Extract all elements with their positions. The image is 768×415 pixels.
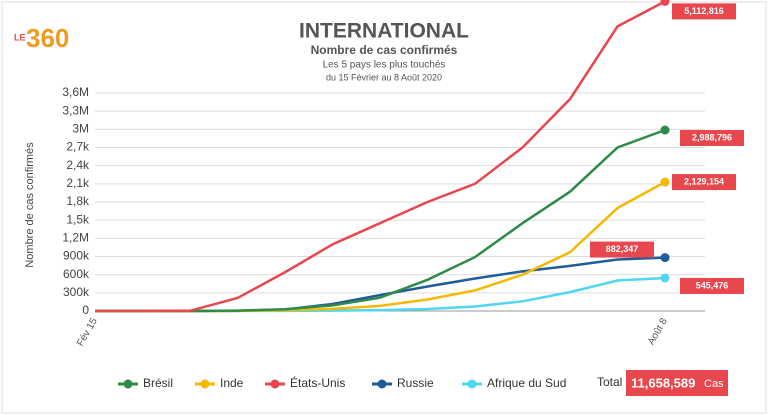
y-tick-label: 2,7k: [66, 140, 90, 154]
chart-title: INTERNATIONAL: [299, 20, 469, 43]
value-label: 2,129,154: [684, 176, 724, 186]
y-tick-label: 2,1k: [66, 176, 90, 190]
legend-label: Afrique du Sud: [487, 376, 566, 390]
line: [94, 0, 666, 313]
y-tick-label: 1,5k: [66, 212, 90, 226]
subtitle: Nombre de cas confirmés: [311, 43, 458, 57]
logo-prefix: LE: [14, 32, 26, 42]
value-label: 545,476: [696, 280, 729, 290]
end-point: [660, 253, 670, 263]
y-tick-label: 900k: [63, 249, 90, 263]
y-tick-label: 3,3M: [62, 103, 89, 117]
value-label: 5,112,816: [684, 6, 724, 16]
legend-marker: [377, 379, 387, 389]
value-label-box: [590, 241, 654, 258]
value-label-box: [672, 3, 736, 20]
y-tick-label: 0: [82, 303, 89, 317]
end-point: [660, 177, 670, 187]
legend-label: États-Unis: [290, 375, 345, 390]
value-label: 882,347: [606, 244, 639, 254]
legend-marker: [200, 379, 210, 389]
legend-label: Russie: [397, 376, 434, 390]
end-point: [660, 125, 670, 135]
value-label: 2,988,796: [692, 132, 732, 142]
value-label-box: [680, 130, 744, 147]
y-tick-label: 1,2M: [62, 231, 89, 245]
y-tick-label: 1,8k: [66, 194, 90, 208]
total-value: 11,658,589: [631, 375, 695, 390]
total-label: Total: [597, 375, 622, 389]
logo: 360: [26, 23, 69, 53]
total-badge: [626, 370, 728, 396]
total-unit: Cas: [704, 378, 724, 390]
y-tick-label: 3M: [72, 122, 89, 136]
y-tick-label: 300k: [63, 285, 90, 299]
legend-label: Brésil: [143, 376, 173, 390]
end-point: [660, 0, 670, 6]
legend-marker: [123, 379, 133, 389]
y-tick-label: 3,6M: [62, 85, 89, 99]
value-label-box: [672, 174, 736, 191]
subtitle: du 15 Février au 8 Août 2020: [326, 72, 442, 82]
end-point: [660, 273, 670, 283]
subtitle: Les 5 pays les plus touchés: [323, 60, 446, 71]
legend-marker: [270, 379, 280, 389]
y-tick-label: 2,4k: [66, 158, 90, 172]
y-axis-title: Nombre de cas confirmés: [24, 142, 36, 268]
y-tick-label: 600k: [63, 267, 90, 281]
legend-marker: [467, 379, 477, 389]
legend-label: Inde: [220, 376, 244, 390]
value-label-box: [680, 277, 744, 294]
